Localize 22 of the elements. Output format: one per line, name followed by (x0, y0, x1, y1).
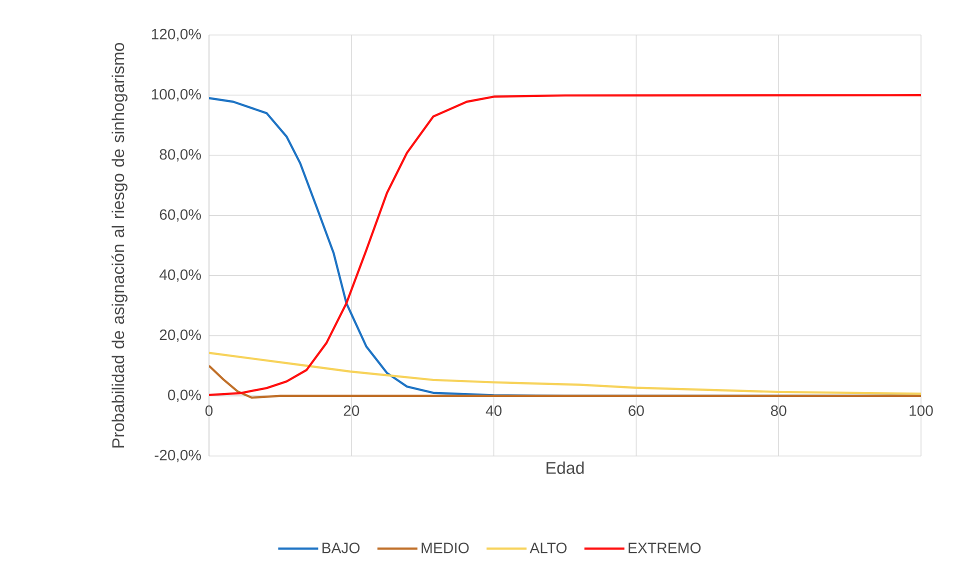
x-tick-label: 60 (628, 405, 644, 416)
y-tick-label: 80,0% (160, 149, 201, 162)
line-series (209, 364, 922, 399)
legend-label: BAJO (322, 542, 360, 554)
y-tick-label: 120,0% (152, 28, 201, 42)
y-tick-label: 40,0% (159, 269, 201, 282)
x-axis-title: Edad (546, 462, 584, 474)
x-tick-label: 0 (205, 405, 213, 416)
y-tick-label: 100,0% (152, 88, 201, 102)
x-tick-label: 100 (910, 405, 933, 416)
y-tick-label: 60,0% (160, 209, 201, 222)
y-axis-title: Probabilidad de asignación al riesgo de sinhogarismo (111, 42, 128, 448)
y-tick-label: 20,0% (160, 330, 201, 342)
line-series (209, 352, 922, 395)
x-tick-label: 40 (486, 405, 502, 416)
x-tick-label: 80 (770, 405, 786, 416)
x-tick-label: 20 (344, 405, 360, 416)
y-tick-label: 0,0% (168, 390, 201, 402)
legend-label: ALTO (530, 542, 567, 554)
y-tick-label: -20,0% (154, 450, 201, 462)
legend-label: MEDIO (422, 542, 469, 554)
legend-label: EXTREMO (628, 542, 701, 554)
